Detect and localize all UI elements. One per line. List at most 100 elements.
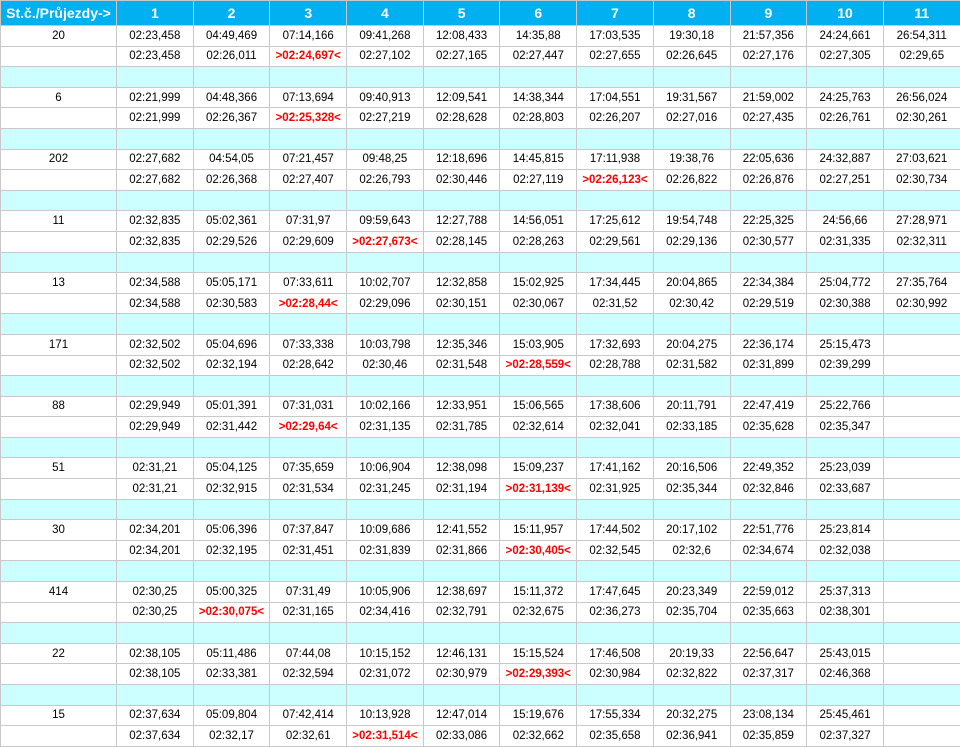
cumulative-time: 17:11,938 (577, 149, 654, 170)
separator-cell (883, 623, 960, 644)
lap-time: 02:32,502 (117, 355, 194, 376)
cumulative-time: 20:16,506 (653, 458, 730, 479)
cumulative-time: 19:38,76 (653, 149, 730, 170)
separator-cell (730, 128, 807, 149)
lap-time: 02:27,407 (270, 170, 347, 191)
empty-cell (1, 46, 117, 67)
cumulative-time: 19:31,567 (653, 87, 730, 108)
lap-time: 02:30,46 (347, 355, 424, 376)
lap-time: 02:30,388 (807, 293, 884, 314)
col-header: 11 (883, 1, 960, 26)
separator-cell (500, 314, 577, 335)
lap-time: 02:31,839 (347, 540, 424, 561)
best-lap-time: >02:31,139< (500, 479, 577, 500)
lap-time: 02:27,165 (423, 46, 500, 67)
separator-cell (500, 67, 577, 88)
cumulative-time: 20:32,275 (653, 705, 730, 726)
separator-cell (653, 499, 730, 520)
separator-cell (117, 499, 194, 520)
separator-cell (423, 190, 500, 211)
lap-time: 02:30,992 (883, 293, 960, 314)
separator-cell (347, 252, 424, 273)
empty-cell (1, 479, 117, 500)
separator-cell (1, 499, 117, 520)
lap-time: 02:36,273 (577, 602, 654, 623)
lap-time: 02:34,201 (117, 540, 194, 561)
lap-time: 02:28,628 (423, 108, 500, 129)
lap-time: 02:26,645 (653, 46, 730, 67)
cumulative-time (883, 458, 960, 479)
separator-cell (193, 67, 270, 88)
lap-time: 02:31,925 (577, 479, 654, 500)
separator-cell (193, 561, 270, 582)
separator-cell (500, 190, 577, 211)
separator-cell (883, 437, 960, 458)
cumulative-time: 25:04,772 (807, 273, 884, 294)
separator-row (1, 314, 960, 335)
cumulative-time: 12:41,552 (423, 520, 500, 541)
lap-time: 02:32,791 (423, 602, 500, 623)
cumulative-time: 25:23,814 (807, 520, 884, 541)
separator-cell (653, 128, 730, 149)
lap-time: 02:31,194 (423, 479, 500, 500)
cumulative-time: 10:06,904 (347, 458, 424, 479)
separator-cell (423, 376, 500, 397)
separator-cell (577, 437, 654, 458)
separator-cell (807, 314, 884, 335)
lap-time: 02:32,822 (653, 664, 730, 685)
separator-row (1, 190, 960, 211)
col-header: 7 (577, 1, 654, 26)
cumulative-time: 17:03,535 (577, 26, 654, 47)
cumulative-time: 26:54,311 (883, 26, 960, 47)
cumulative-time: 25:23,039 (807, 458, 884, 479)
cumulative-time: 20:11,791 (653, 396, 730, 417)
cumulative-time: 05:09,804 (193, 705, 270, 726)
lap-time: 02:30,42 (653, 293, 730, 314)
cumulative-time: 02:30,25 (117, 582, 194, 603)
cumulative-time: 15:15,524 (500, 643, 577, 664)
lap-time: 02:34,674 (730, 540, 807, 561)
cumulative-time: 09:59,643 (347, 211, 424, 232)
separator-cell (577, 67, 654, 88)
cumulative-time: 02:32,835 (117, 211, 194, 232)
cumulative-time: 07:21,457 (270, 149, 347, 170)
separator-cell (1, 561, 117, 582)
lap-time: 02:30,151 (423, 293, 500, 314)
start-number: 13 (1, 273, 117, 294)
cumulative-time: 14:45,815 (500, 149, 577, 170)
cumulative-time: 15:11,957 (500, 520, 577, 541)
lap-time: 02:31,21 (117, 479, 194, 500)
lap-time: 02:32,915 (193, 479, 270, 500)
separator-cell (423, 67, 500, 88)
cumulative-time (883, 334, 960, 355)
lap-time: 02:31,582 (653, 355, 730, 376)
separator-cell (117, 561, 194, 582)
lap-time: 02:29,526 (193, 231, 270, 252)
cumulative-time (883, 643, 960, 664)
separator-cell (883, 67, 960, 88)
lap-time: 02:32,835 (117, 231, 194, 252)
separator-cell (347, 128, 424, 149)
cumulative-time: 15:11,372 (500, 582, 577, 603)
separator-cell (270, 561, 347, 582)
lap-time: 02:31,899 (730, 355, 807, 376)
lap-time: 02:28,263 (500, 231, 577, 252)
cumulative-time: 02:38,105 (117, 643, 194, 664)
cumulative-time: 17:47,645 (577, 582, 654, 603)
separator-cell (577, 561, 654, 582)
cumulative-time: 27:35,764 (883, 273, 960, 294)
lap-time: 02:30,984 (577, 664, 654, 685)
cumulative-time: 24:32,887 (807, 149, 884, 170)
lap-time: 02:27,016 (653, 108, 730, 129)
cumulative-time: 04:49,469 (193, 26, 270, 47)
separator-cell (500, 437, 577, 458)
empty-cell (1, 726, 117, 747)
separator-cell (270, 252, 347, 273)
cumulative-time: 23:08,134 (730, 705, 807, 726)
lap-time: 02:30,261 (883, 108, 960, 129)
cumulative-time (883, 520, 960, 541)
separator-cell (577, 252, 654, 273)
